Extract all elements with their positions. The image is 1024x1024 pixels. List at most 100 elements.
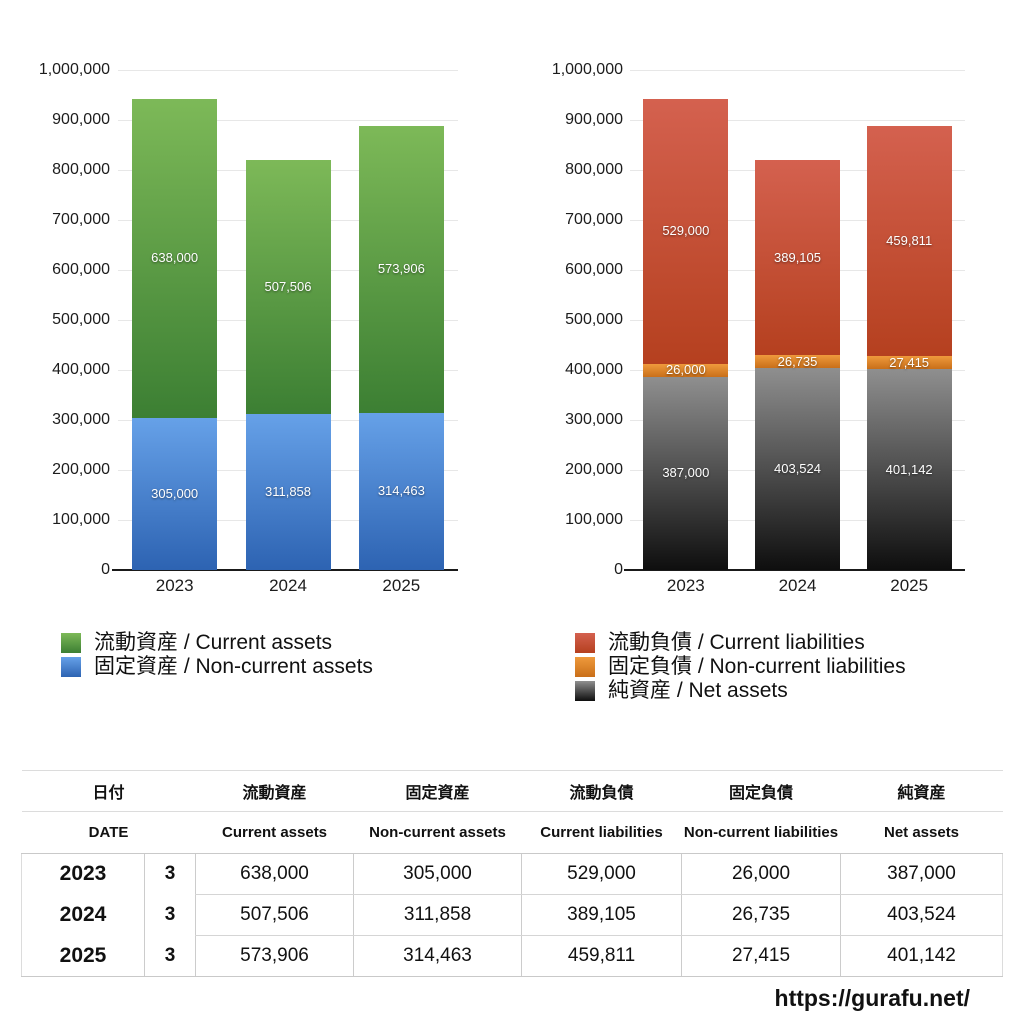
legend-item: 流動資産 / Current assets — [61, 631, 332, 655]
x-axis-category-label: 2023 — [666, 576, 705, 595]
bar-value-label: 311,858 — [264, 484, 312, 500]
table-cell-value: 573,906 — [195, 935, 354, 977]
legend-item-label: 固定負債 / Non-current liabilities — [608, 655, 906, 678]
y-axis-tick-label: 900,000 — [565, 111, 623, 128]
table-header-cell: Current assets — [195, 811, 354, 854]
table-cell-year: 2024 — [21, 894, 145, 936]
y-axis-tick-label: 200,000 — [52, 461, 110, 478]
bar-value-label: 401,142 — [885, 461, 933, 477]
bar-value-label: 529,000 — [662, 223, 710, 239]
table-header-cell: 固定資産 — [353, 770, 522, 812]
y-axis-tick-label: 200,000 — [565, 461, 623, 478]
y-axis-tick-label: 600,000 — [52, 261, 110, 278]
y-axis-tick-label: 0 — [614, 561, 623, 578]
table-row: 2024 3 507,506 311,858 389,105 26,735 403,524 — [21, 894, 1004, 936]
gridline — [630, 120, 965, 121]
bar-segment — [755, 354, 840, 369]
bar-value-label: 314,463 — [377, 483, 425, 499]
table-header-cell: Current liabilities — [521, 811, 682, 854]
y-axis-tick-label: 1,000,000 — [38, 61, 110, 78]
bar-value-label: 389,105 — [774, 249, 821, 265]
y-axis-tick-label: 400,000 — [52, 361, 110, 378]
gridline — [118, 120, 458, 121]
table-row: 2023 3 638,000 305,000 529,000 26,000 387,000 — [21, 853, 1004, 895]
bar-segment — [358, 412, 444, 570]
table-body: 2023 3 638,000 305,000 529,000 26,000 387,000 2… — [21, 853, 1004, 977]
legend-swatch — [61, 657, 81, 677]
bar-segment — [866, 369, 952, 570]
y-axis-tick-label: 0 — [101, 561, 110, 578]
table-cell-value: 529,000 — [521, 853, 682, 895]
bar-segment — [755, 368, 840, 570]
table-header-cell: Non-current assets — [353, 811, 522, 854]
y-axis-tick-label: 800,000 — [52, 161, 110, 178]
bar-value-label: 403,524 — [774, 461, 821, 477]
bar-value-label: 305,000 — [151, 485, 199, 501]
x-axis-category-label: 2023 — [155, 576, 194, 595]
bar-segment — [866, 125, 952, 356]
bar-value-label: 638,000 — [151, 250, 199, 265]
x-axis-category-label: 2025 — [382, 576, 421, 595]
site-url-text: https://gurafu.net/ — [774, 985, 970, 1011]
x-axis-category-label: 2024 — [269, 576, 307, 595]
table-cell-value: 507,506 — [195, 894, 354, 936]
table-cell-value: 389,105 — [521, 894, 682, 936]
table-cell-value: 27,415 — [681, 935, 841, 977]
y-axis-tick-label: 900,000 — [52, 111, 110, 128]
x-axis-baseline — [624, 569, 965, 571]
table-cell-value: 459,811 — [521, 935, 682, 977]
bar-value-label: 459,811 — [886, 232, 933, 248]
bar-value-label: 507,506 — [264, 279, 312, 295]
bar-value-label: 26,000 — [665, 362, 706, 377]
table-header: 日付 流動資産 固定資産 流動負債 固定負債 純資産 DATE Current assets N… — [21, 770, 1003, 854]
x-axis-category-label: 2024 — [778, 576, 817, 595]
y-axis-tick-label: 700,000 — [565, 211, 623, 228]
table-cell-value: 387,000 — [840, 853, 1004, 895]
table-cell-year: 2023 — [21, 853, 145, 895]
table-header-cell: 日付 — [21, 770, 196, 812]
bar-segment — [132, 417, 218, 570]
legend-swatch — [575, 681, 595, 701]
table-row: 2025 3 573,906 314,463 459,811 27,415 401,142 — [21, 935, 1004, 977]
bar-value-label: 26,735 — [777, 353, 818, 369]
table-cell-value: 26,000 — [681, 853, 841, 895]
y-axis-tick-label: 700,000 — [52, 211, 110, 228]
bar-value-label: 27,415 — [889, 354, 930, 370]
bar-value-label: 573,906 — [377, 261, 425, 277]
table-cell-value: 314,463 — [353, 935, 522, 977]
legend-item: 流動負債 / Current liabilities — [575, 631, 865, 655]
bar-segment — [358, 125, 444, 413]
y-axis-tick-label: 100,000 — [52, 511, 110, 528]
x-axis-category-label: 2025 — [890, 576, 929, 595]
legend-item-label: 流動負債 / Current liabilities — [608, 631, 865, 654]
legend-item-label: 固定資産 / Non-current assets — [94, 655, 373, 678]
balance-sheet-table: 日付 流動資産 固定資産 流動負債 固定負債 純資産 DATE Current assets N… — [21, 770, 1004, 977]
bar-segment — [866, 355, 952, 370]
y-axis-tick-label: 800,000 — [565, 161, 623, 178]
y-axis-tick-label: 600,000 — [565, 261, 623, 278]
y-axis-tick-label: 300,000 — [565, 411, 623, 428]
gridline — [118, 70, 458, 71]
bar-segment — [643, 99, 729, 364]
legend-item-label: 流動資産 / Current assets — [94, 631, 333, 654]
table-header-cell: DATE — [21, 811, 196, 854]
table-cell-value: 401,142 — [840, 935, 1004, 977]
legend-swatch — [575, 657, 595, 677]
legend-item-label: 純資産 / Net assets — [608, 679, 788, 702]
table-header-cell: 流動資産 — [195, 770, 354, 812]
y-axis-tick-label: 300,000 — [52, 411, 110, 428]
bar-segment — [245, 414, 331, 570]
table-cell-month: 3 — [143, 853, 196, 895]
table-cell-month: 3 — [143, 894, 196, 936]
bar-value-label: 387,000 — [662, 465, 710, 481]
table-header-cell: 純資産 — [840, 770, 1003, 812]
bar-segment — [132, 98, 218, 418]
table-cell-year: 2025 — [21, 935, 145, 977]
y-axis-tick-label: 1,000,000 — [551, 61, 623, 78]
table-header-cell: 固定負債 — [681, 770, 841, 812]
table-cell-month: 3 — [143, 935, 196, 977]
x-axis-baseline — [112, 569, 458, 571]
